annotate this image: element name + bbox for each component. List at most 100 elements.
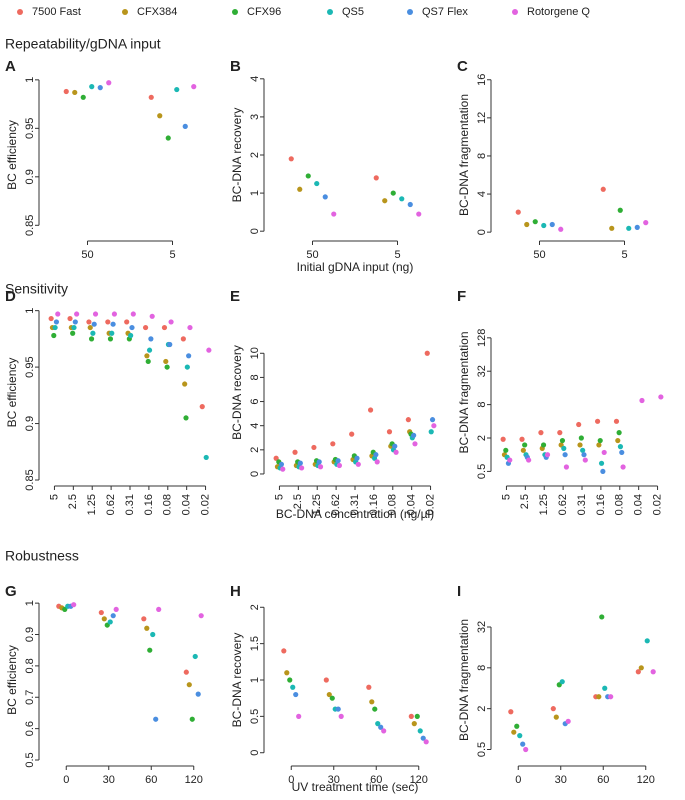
data-point <box>183 415 189 421</box>
x-tick-label: 0.02 <box>424 494 436 515</box>
data-point <box>565 718 571 724</box>
x-tick-label: 0.02 <box>199 494 211 515</box>
section-title: Sensitivity <box>5 281 68 297</box>
y-axis-label: BC efficiency <box>5 120 19 190</box>
x-tick-label: 50 <box>81 249 93 261</box>
x-tick-label: 0.08 <box>614 494 626 515</box>
data-point <box>411 432 417 438</box>
y-tick-label: 2 <box>249 447 261 453</box>
data-point <box>314 180 320 187</box>
x-axis-label: Initial gDNA input (ng) <box>297 260 414 274</box>
x-tick-label: 0.31 <box>349 494 361 515</box>
panel-label: C <box>457 58 468 75</box>
data-point <box>576 421 582 428</box>
x-tick-label: 0.62 <box>557 494 569 515</box>
y-tick-label: 0 <box>249 228 261 234</box>
data-point <box>331 211 337 217</box>
y-tick-label: 2 <box>476 435 488 441</box>
data-point <box>558 226 564 232</box>
data-point <box>199 404 205 410</box>
data-point <box>129 324 135 331</box>
data-point <box>349 431 355 437</box>
x-tick-label: 60 <box>370 774 382 786</box>
data-point <box>88 336 95 342</box>
y-tick-label: 0.9 <box>24 416 36 431</box>
legend-label: Rotorgene Q <box>527 6 590 18</box>
data-point <box>63 88 69 95</box>
x-tick-label: 1.25 <box>311 494 323 515</box>
x-tick-label: 0 <box>515 774 521 786</box>
data-point <box>288 156 294 162</box>
data-point <box>577 442 583 448</box>
data-point <box>70 330 76 336</box>
y-tick-label: 0.85 <box>24 469 36 490</box>
data-point <box>544 452 551 458</box>
data-point <box>626 225 632 231</box>
data-point <box>338 713 344 719</box>
data-point <box>381 728 387 734</box>
panel-label: D <box>5 288 16 305</box>
legend-marker <box>17 9 23 15</box>
y-axis-label: BC-DNA fragmentation <box>457 331 471 453</box>
x-tick-label: 0 <box>288 774 294 786</box>
data-point <box>369 699 375 705</box>
data-point <box>407 201 413 208</box>
data-point <box>53 319 60 325</box>
y-tick-label: 8 <box>476 402 488 408</box>
data-point <box>106 80 112 86</box>
data-point <box>507 457 513 463</box>
legend-marker <box>232 9 238 15</box>
data-point <box>163 358 169 365</box>
data-point <box>195 691 201 697</box>
x-tick-label: 5 <box>621 249 627 261</box>
data-point <box>297 460 303 466</box>
data-point <box>600 468 606 475</box>
y-tick-label: 0.5 <box>476 464 488 479</box>
data-point <box>141 616 147 622</box>
data-point <box>563 464 570 470</box>
y-axis-label: BC-DNA fragmentation <box>457 94 471 216</box>
data-point <box>580 447 586 453</box>
data-point <box>366 684 372 690</box>
x-tick-label: 60 <box>145 774 157 786</box>
data-point <box>296 713 302 719</box>
x-tick-label: 1.25 <box>538 494 550 515</box>
data-point <box>420 735 426 741</box>
data-point <box>523 746 529 753</box>
data-point <box>144 353 150 359</box>
data-point <box>520 447 526 453</box>
data-point <box>541 222 547 229</box>
data-point <box>281 648 287 654</box>
y-tick-label: 0.6 <box>24 721 36 736</box>
x-tick-label: 0.08 <box>387 494 399 515</box>
x-axis-label: UV treatment time (sec) <box>292 780 419 794</box>
y-tick-label: 4 <box>249 76 261 82</box>
data-point <box>107 619 113 625</box>
data-point <box>145 358 151 365</box>
x-tick-label: 2.5 <box>519 494 531 509</box>
legend-marker <box>327 9 333 15</box>
data-point <box>517 733 523 739</box>
x-tick-label: 30 <box>328 774 340 786</box>
data-point <box>174 86 180 93</box>
data-point <box>87 324 93 331</box>
y-tick-label: 2 <box>249 604 261 610</box>
data-point <box>613 418 620 424</box>
data-point <box>110 613 116 619</box>
data-point <box>156 606 162 613</box>
data-point <box>130 311 136 317</box>
x-tick-label: 0.31 <box>124 494 136 515</box>
y-tick-label: 0.5 <box>24 752 36 767</box>
data-point <box>80 94 86 100</box>
data-point <box>354 455 360 461</box>
y-axis-label: BC-DNA recovery <box>230 108 244 203</box>
y-tick-label: 0 <box>476 229 488 235</box>
x-tick-label: 0.04 <box>633 494 645 515</box>
data-point <box>508 709 514 715</box>
data-point <box>638 665 644 671</box>
data-point <box>146 347 153 353</box>
data-point <box>297 186 303 192</box>
x-tick-label: 5 <box>500 494 512 500</box>
y-tick-label: 8 <box>476 153 488 159</box>
data-point <box>596 694 602 700</box>
